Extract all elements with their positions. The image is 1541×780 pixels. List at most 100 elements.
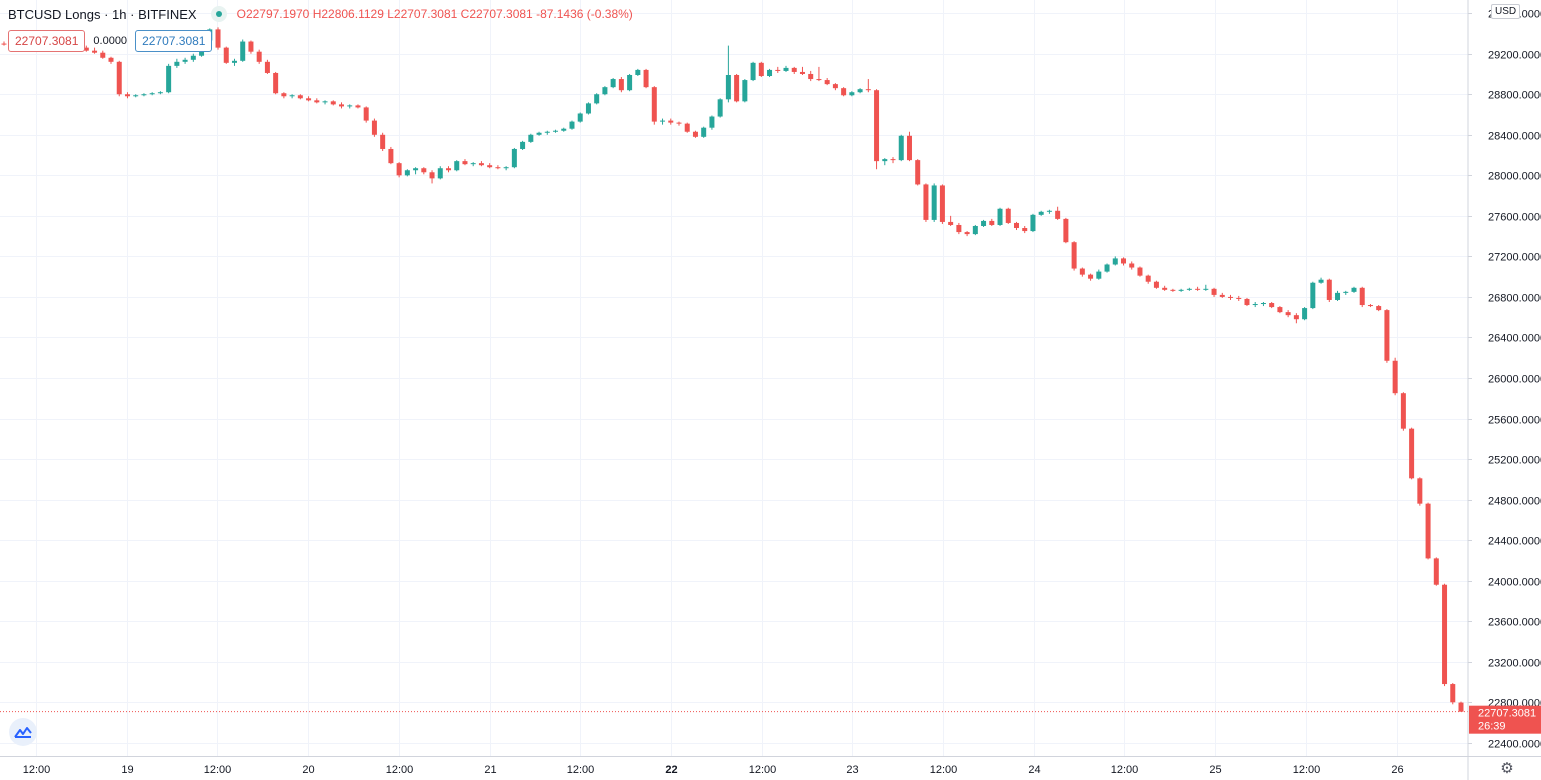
candle[interactable] bbox=[1400, 392, 1406, 431]
symbol-name[interactable]: BTCUSD Longs bbox=[8, 6, 101, 22]
tradingview-logo-icon[interactable] bbox=[9, 718, 37, 746]
candle[interactable] bbox=[1260, 301, 1266, 307]
candle[interactable] bbox=[503, 166, 509, 171]
candle[interactable] bbox=[832, 83, 838, 91]
candle[interactable] bbox=[281, 92, 287, 99]
candle[interactable] bbox=[750, 61, 756, 82]
candle[interactable] bbox=[141, 93, 147, 97]
candle[interactable] bbox=[314, 98, 320, 104]
candle[interactable] bbox=[981, 219, 987, 228]
candle[interactable] bbox=[1425, 502, 1431, 560]
candle[interactable] bbox=[1228, 294, 1234, 300]
candle[interactable] bbox=[1153, 280, 1159, 289]
candle[interactable] bbox=[1022, 225, 1028, 234]
candle[interactable] bbox=[1170, 288, 1176, 292]
candle[interactable] bbox=[231, 58, 237, 66]
candle[interactable] bbox=[783, 65, 789, 72]
candle[interactable] bbox=[874, 89, 880, 170]
candle[interactable] bbox=[511, 147, 517, 169]
candle[interactable] bbox=[100, 50, 106, 59]
candle[interactable] bbox=[157, 91, 163, 95]
candle[interactable] bbox=[1376, 305, 1382, 312]
candle[interactable] bbox=[83, 45, 89, 52]
candle[interactable] bbox=[1458, 701, 1464, 712]
candle[interactable] bbox=[989, 218, 995, 226]
candle[interactable] bbox=[1252, 301, 1258, 308]
candle[interactable] bbox=[306, 96, 312, 102]
candle[interactable] bbox=[215, 27, 221, 50]
market-status-icon[interactable] bbox=[210, 6, 227, 22]
candle[interactable] bbox=[701, 126, 707, 138]
candle[interactable] bbox=[618, 77, 624, 93]
candle[interactable] bbox=[1186, 287, 1192, 291]
candle[interactable] bbox=[816, 66, 822, 82]
candle[interactable] bbox=[289, 94, 295, 99]
candle[interactable] bbox=[495, 165, 501, 170]
price-badge-blue[interactable]: 22707.3081 bbox=[135, 30, 213, 52]
candle[interactable] bbox=[1162, 285, 1168, 291]
candle[interactable] bbox=[1071, 241, 1077, 271]
candle[interactable] bbox=[758, 61, 764, 78]
candle[interactable] bbox=[536, 131, 542, 136]
candle[interactable] bbox=[865, 79, 871, 93]
candle[interactable] bbox=[1392, 357, 1398, 396]
candle[interactable] bbox=[1326, 278, 1332, 302]
candle[interactable] bbox=[882, 158, 888, 166]
candle[interactable] bbox=[1302, 307, 1308, 321]
candle[interactable] bbox=[363, 106, 369, 123]
candle[interactable] bbox=[1203, 284, 1209, 291]
candle[interactable] bbox=[1104, 263, 1110, 273]
candle[interactable] bbox=[454, 160, 460, 172]
candle[interactable] bbox=[553, 129, 559, 133]
candle[interactable] bbox=[1442, 583, 1448, 687]
candle[interactable] bbox=[841, 87, 847, 97]
candle[interactable] bbox=[1046, 209, 1052, 214]
candle[interactable] bbox=[906, 131, 912, 162]
candle[interactable] bbox=[330, 100, 336, 106]
candle[interactable] bbox=[1219, 292, 1225, 298]
candle[interactable] bbox=[775, 66, 781, 73]
candle[interactable] bbox=[1038, 210, 1044, 216]
candle[interactable] bbox=[1005, 207, 1011, 224]
price-badge-red[interactable]: 22707.3081 bbox=[8, 30, 86, 52]
candle[interactable] bbox=[124, 92, 130, 99]
candle[interactable] bbox=[273, 71, 279, 95]
candle[interactable] bbox=[610, 78, 616, 89]
candle[interactable] bbox=[717, 98, 723, 118]
candle[interactable] bbox=[92, 47, 98, 54]
candle[interactable] bbox=[1195, 286, 1201, 291]
candle[interactable] bbox=[577, 112, 583, 123]
candle[interactable] bbox=[1211, 287, 1217, 297]
candle[interactable] bbox=[380, 132, 386, 151]
candle[interactable] bbox=[668, 118, 674, 125]
candle[interactable] bbox=[948, 215, 954, 226]
candle[interactable] bbox=[676, 121, 682, 126]
candle[interactable] bbox=[1063, 217, 1069, 244]
candle[interactable] bbox=[413, 167, 419, 175]
candle[interactable] bbox=[1285, 310, 1291, 318]
candle[interactable] bbox=[1096, 269, 1102, 280]
candle[interactable] bbox=[651, 86, 657, 125]
candle[interactable] bbox=[1079, 267, 1085, 277]
candle[interactable] bbox=[528, 133, 534, 143]
candle[interactable] bbox=[602, 86, 608, 96]
candle[interactable] bbox=[116, 60, 122, 97]
candle[interactable] bbox=[1030, 213, 1036, 233]
candle[interactable] bbox=[767, 68, 773, 78]
candle[interactable] bbox=[1417, 477, 1423, 506]
candle[interactable] bbox=[355, 104, 361, 109]
candle[interactable] bbox=[487, 163, 493, 169]
candle[interactable] bbox=[956, 222, 962, 235]
candle[interactable] bbox=[939, 184, 945, 224]
candle[interactable] bbox=[1433, 557, 1439, 586]
candle[interactable] bbox=[297, 94, 303, 100]
candle[interactable] bbox=[462, 159, 468, 166]
candle[interactable] bbox=[1367, 304, 1373, 308]
candle[interactable] bbox=[734, 73, 740, 103]
candle[interactable] bbox=[1335, 290, 1341, 301]
candle[interactable] bbox=[915, 159, 921, 186]
candle[interactable] bbox=[692, 130, 698, 138]
candle[interactable] bbox=[808, 70, 814, 82]
